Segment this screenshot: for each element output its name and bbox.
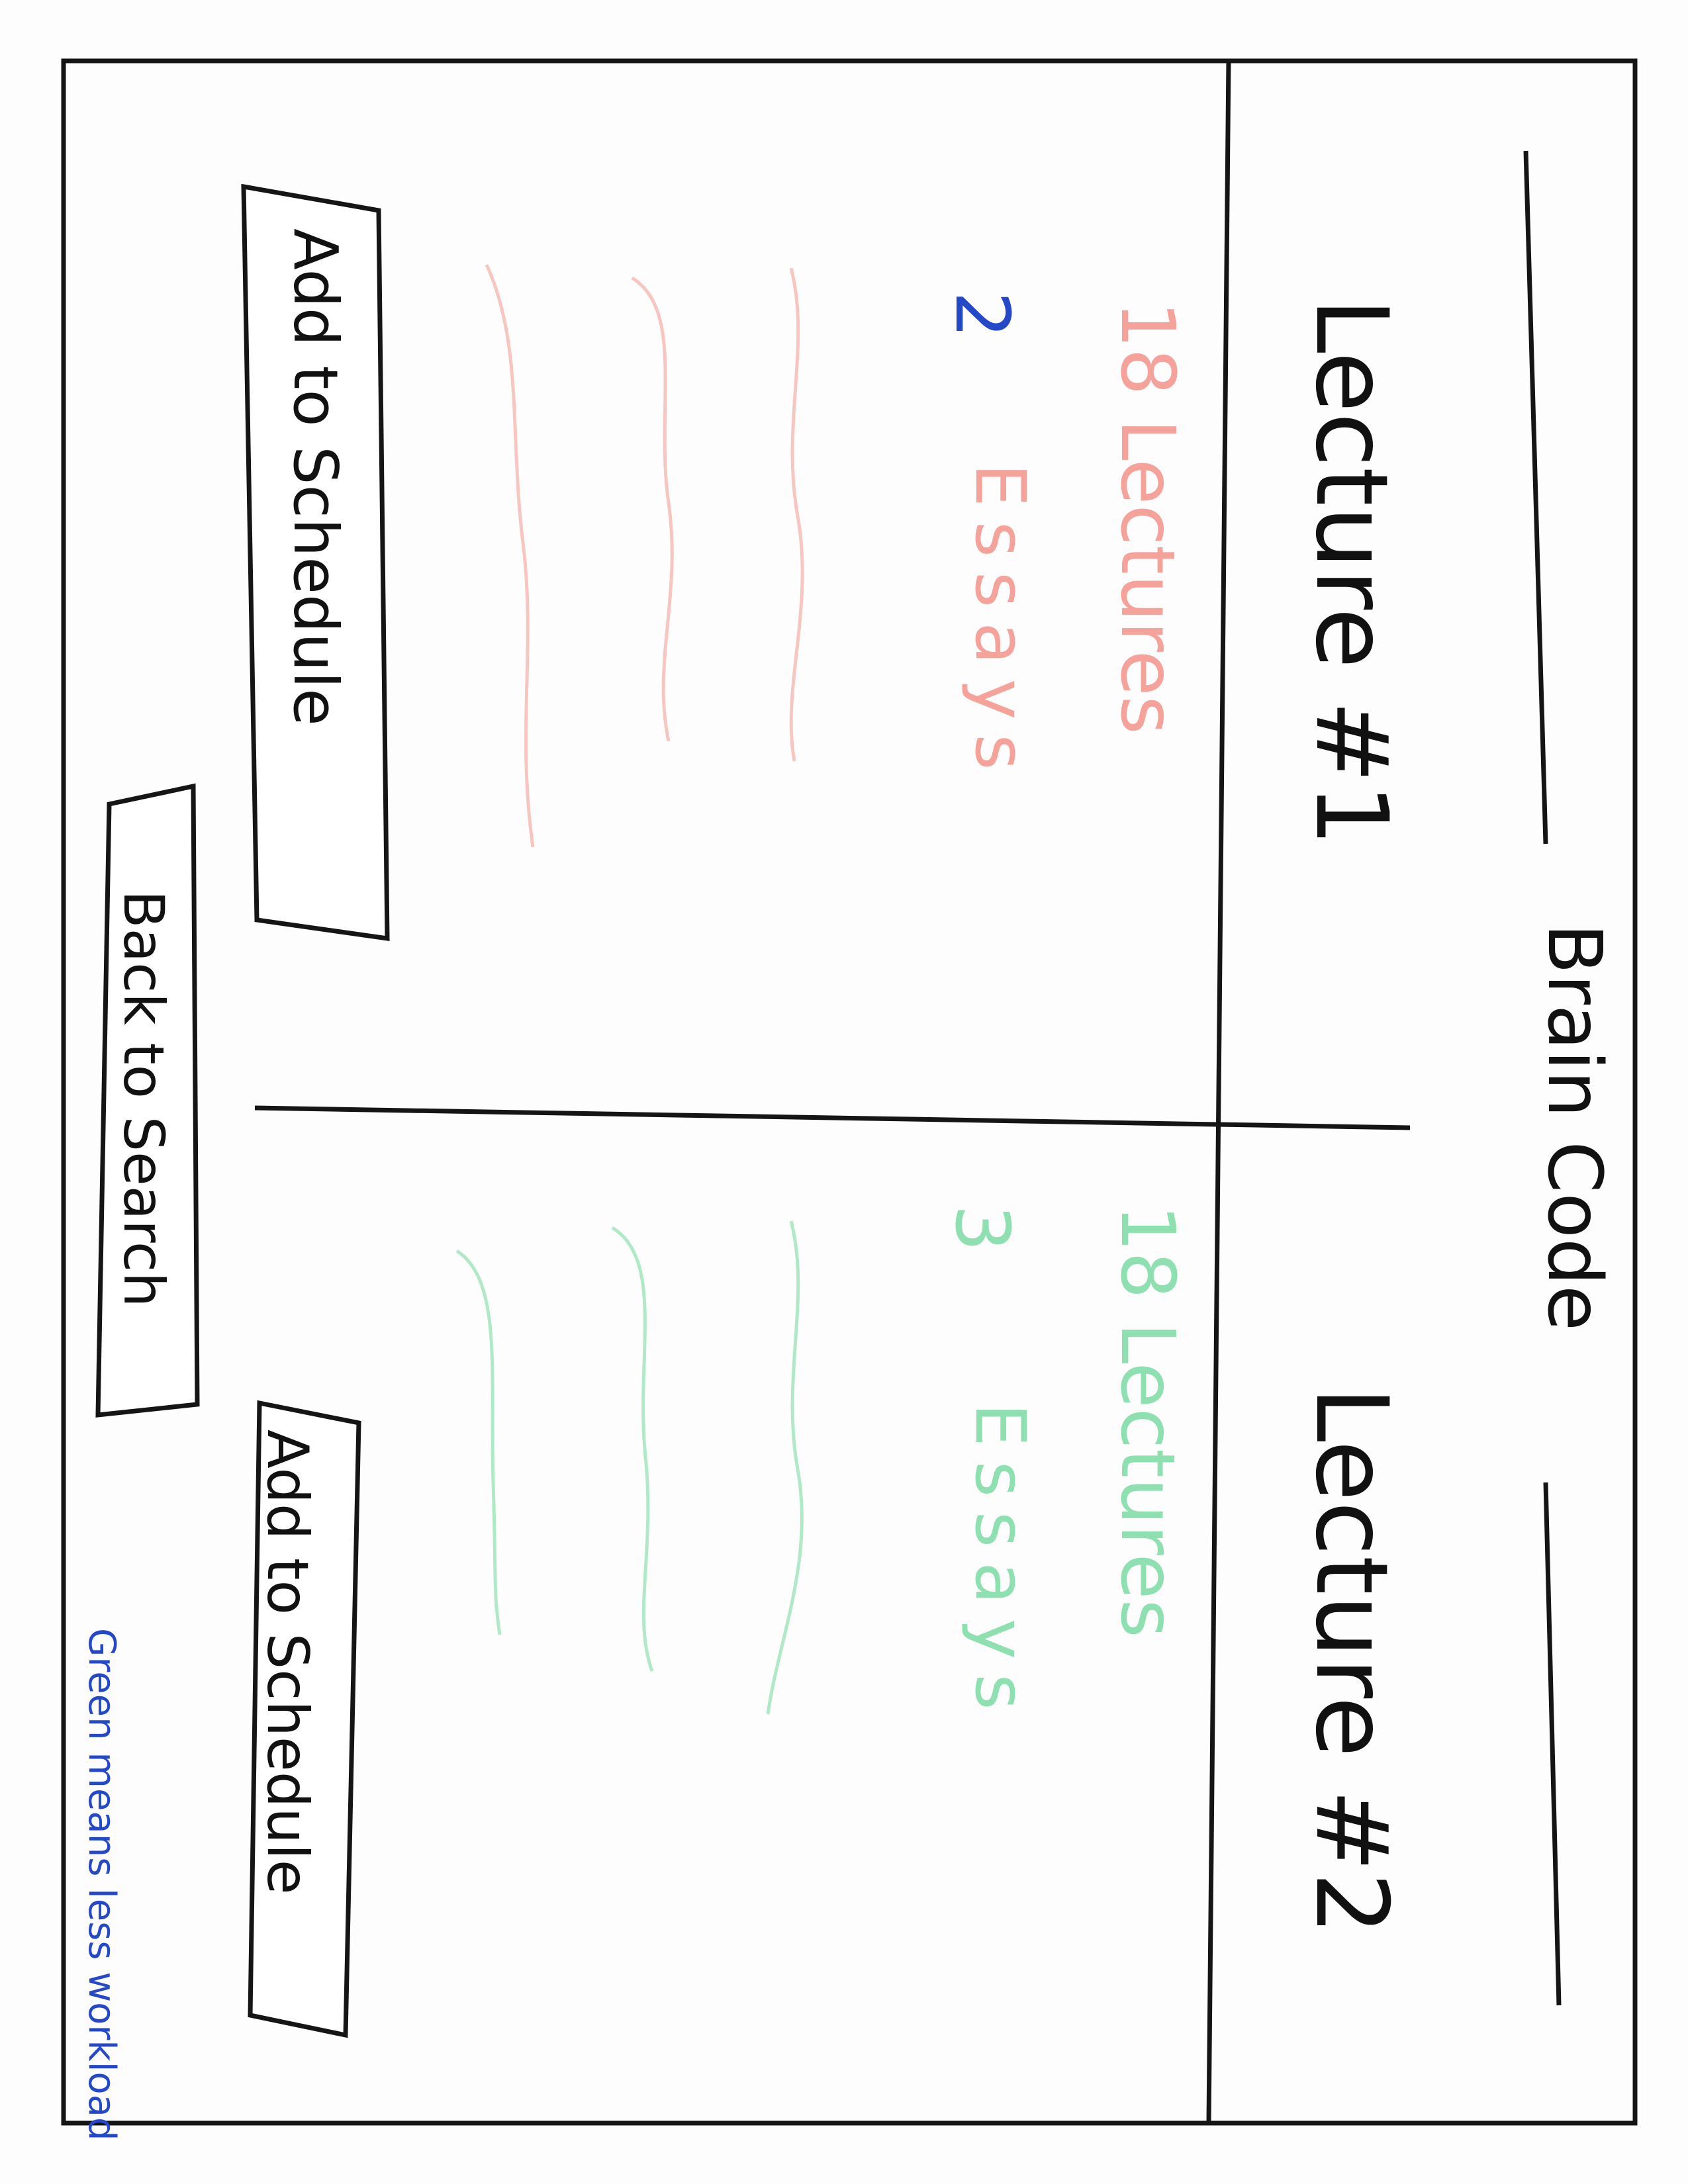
course-2-add-button-label: Add to Schedule bbox=[254, 1430, 320, 1895]
course-2-add-button[interactable]: Add to Schedule bbox=[248, 1400, 361, 2038]
course-1-lectures: 18 Lectures bbox=[1104, 301, 1190, 735]
course-1-add-button-label: Add to Schedule bbox=[280, 228, 351, 726]
header-line-left bbox=[1523, 150, 1548, 844]
course-2-description-line-1 bbox=[766, 1220, 804, 1715]
course-2-description-line-3 bbox=[455, 1249, 502, 1635]
course-2-lectures: 18 Lectures bbox=[1104, 1205, 1190, 1638]
course-2-essays-label: Essays bbox=[960, 1403, 1041, 1725]
course-1-description-line-2 bbox=[631, 276, 674, 742]
course-1-essays-label: Essays bbox=[960, 463, 1041, 785]
header-line-right bbox=[1543, 1482, 1562, 2006]
back-to-search-button[interactable]: Back to Search bbox=[95, 783, 200, 1418]
course-1-description-line-1 bbox=[789, 267, 804, 762]
course-card-1[interactable]: Lecture #1 18 Lectures 2 Essays Add to S… bbox=[241, 183, 1409, 942]
app-title: Brain Code bbox=[1531, 923, 1617, 1331]
course-1-description-line-3 bbox=[485, 263, 535, 848]
back-to-search-label: Back to Search bbox=[111, 890, 176, 1307]
course-2-essay-count: 3 bbox=[939, 1205, 1025, 1251]
course-card-2[interactable]: Lecture #2 18 Lectures 3 Essays Add to S… bbox=[248, 1205, 1409, 2038]
legend-note: Green means less workload bbox=[80, 1628, 123, 2141]
card-divider bbox=[254, 1105, 1411, 1130]
course-1-title: Lecture #1 bbox=[1293, 298, 1409, 846]
course-1-add-button[interactable]: Add to Schedule bbox=[241, 183, 390, 942]
header-divider bbox=[1206, 60, 1231, 2124]
course-1-essay-count: 2 bbox=[939, 291, 1025, 338]
course-2-description-line-2 bbox=[611, 1226, 654, 1672]
device-frame bbox=[61, 58, 1638, 2126]
course-2-title: Lecture #2 bbox=[1293, 1387, 1409, 1935]
